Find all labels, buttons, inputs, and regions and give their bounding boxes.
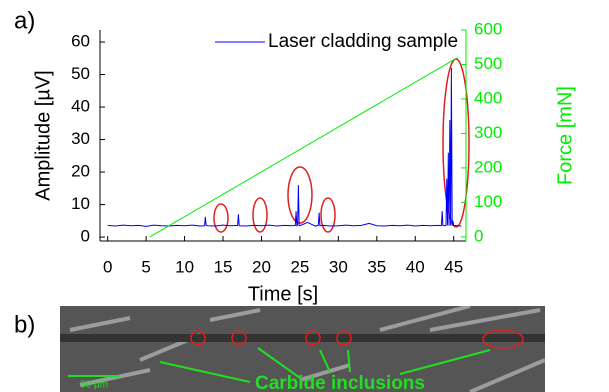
series-line [108,68,462,226]
x-tick-label: 15 [214,257,233,276]
ellipse [321,198,335,232]
y-tick-label: 40 [71,97,90,116]
series-line [150,58,458,237]
x-tick-label: 5 [141,257,150,276]
y-tick-label: 30 [71,129,90,148]
x-axis-label: Time [s] [248,283,318,305]
panel-label: b) [14,311,35,338]
y2-tick-label: 200 [474,157,502,176]
y-tick-label: 0 [81,227,90,246]
y-tick-label: 50 [71,64,90,83]
y2-tick-label: 0 [474,226,483,245]
x-tick-label: 40 [406,257,425,276]
highlight-ellipses [214,59,469,232]
y2-tick-label: 500 [474,54,502,73]
figure: a) b) 50 µm Carbide i [0,0,609,392]
y2-axis-label: Force [mN] [554,86,576,185]
x-tick-label: 10 [175,257,194,276]
ellipse [253,198,267,232]
y2-tick-label: 400 [474,88,502,107]
annotation: Carbide inclusions [255,373,425,392]
x-tick-label: 45 [444,257,463,276]
y-tick-label: 20 [71,162,90,181]
legend-label: Laser cladding sample [268,31,458,52]
x-tick-label: 25 [290,257,309,276]
y-axis-label: Amplitude [µV] [32,70,54,200]
track [60,334,545,342]
y2-tick-label: 600 [474,19,502,38]
x-tick-label: 0 [103,257,112,276]
scale-bar-label: 50 µm [80,380,108,391]
y-tick-label: 60 [71,32,90,51]
micrograph: 50 µm Carbide inclusions [60,306,545,392]
ellipse [214,204,228,232]
x-tick-label: 30 [329,257,348,276]
y2-tick-label: 300 [474,123,502,142]
x-tick-label: 35 [367,257,386,276]
panel-label: a) [14,7,35,34]
x-tick-label: 20 [252,257,271,276]
y2-tick-label: 100 [474,192,502,211]
y-tick-label: 10 [71,194,90,213]
ellipse [288,167,312,223]
